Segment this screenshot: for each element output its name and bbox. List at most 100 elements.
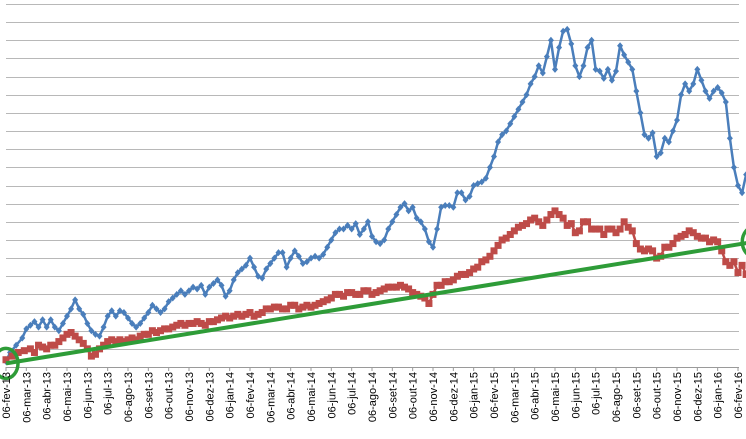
data-point: [608, 225, 616, 233]
x-tick-label: 06-jun-15: [570, 372, 582, 418]
data-point: [295, 252, 302, 260]
data-point: [348, 225, 355, 233]
series-group: [2, 25, 746, 366]
series-line: [4, 28, 746, 363]
data-point: [632, 240, 640, 248]
data-point: [104, 338, 112, 346]
data-point: [535, 218, 543, 226]
data-point: [177, 287, 184, 295]
data-point: [596, 67, 603, 75]
data-point: [360, 225, 367, 233]
data-point: [169, 323, 177, 331]
data-point: [263, 265, 270, 273]
x-tick-label: 06-out-13: [164, 372, 176, 419]
data-point: [100, 323, 107, 331]
x-tick-label: 06-mar-15: [509, 372, 521, 423]
data-point: [637, 109, 644, 117]
data-point: [230, 276, 237, 284]
data-point: [331, 290, 339, 298]
data-point: [636, 245, 644, 253]
data-point: [722, 258, 730, 266]
data-point: [514, 223, 522, 231]
data-point: [279, 249, 286, 257]
data-point: [19, 334, 26, 342]
data-point: [51, 323, 58, 331]
data-point: [588, 225, 596, 233]
data-point: [173, 290, 180, 298]
data-point: [661, 243, 669, 251]
data-point: [523, 91, 530, 99]
data-point: [13, 341, 20, 349]
x-tick-label: 06-fev-13: [1, 372, 13, 418]
data-point: [251, 263, 258, 271]
data-point: [710, 236, 718, 244]
data-point: [677, 232, 685, 240]
data-point: [726, 261, 734, 269]
data-point: [364, 287, 372, 295]
data-point: [645, 245, 653, 253]
data-point: [129, 319, 136, 327]
data-point: [470, 265, 478, 273]
data-point: [580, 62, 587, 70]
data-point: [173, 321, 181, 329]
data-point: [474, 263, 482, 271]
data-point: [189, 319, 197, 327]
data-point: [165, 325, 173, 333]
data-point: [575, 227, 583, 235]
data-point: [177, 319, 185, 327]
data-point: [738, 261, 746, 269]
x-tick-label: 06-jun-13: [82, 372, 94, 418]
data-point: [157, 327, 165, 335]
data-point: [625, 58, 632, 66]
data-point: [71, 332, 79, 340]
data-point: [409, 289, 417, 297]
data-point: [112, 338, 120, 346]
data-point: [535, 62, 542, 70]
data-point: [701, 234, 709, 242]
data-point: [79, 339, 87, 347]
data-point: [531, 73, 538, 81]
data-point: [568, 40, 575, 48]
data-point: [552, 65, 558, 73]
data-point: [344, 289, 352, 297]
data-point: [356, 290, 364, 298]
data-point: [572, 62, 579, 70]
data-point: [620, 218, 628, 226]
data-point: [478, 178, 485, 186]
data-point: [283, 305, 291, 313]
data-point: [137, 319, 144, 327]
data-point: [466, 269, 474, 277]
data-point: [519, 98, 526, 106]
data-point: [686, 87, 693, 95]
data-point: [730, 163, 737, 171]
data-point: [259, 274, 266, 282]
data-point: [600, 74, 607, 82]
x-axis: [5, 367, 739, 371]
data-point: [250, 312, 258, 320]
data-point: [210, 280, 217, 288]
data-point: [641, 131, 648, 139]
data-point: [360, 287, 368, 295]
data-point: [592, 225, 600, 233]
data-point: [588, 36, 595, 44]
data-point: [136, 332, 144, 340]
data-point: [543, 216, 551, 224]
x-tick-label: 06-nov-14: [428, 372, 440, 422]
x-tick-label: 06-set-15: [631, 372, 643, 418]
data-point: [275, 249, 282, 257]
data-point: [612, 229, 620, 237]
data-point: [702, 87, 709, 95]
x-tick-label: 06-nov-15: [672, 372, 684, 422]
data-point: [645, 134, 652, 142]
data-point: [104, 312, 111, 320]
data-point: [238, 312, 246, 320]
data-point: [376, 287, 384, 295]
data-point: [120, 309, 127, 317]
data-point: [434, 225, 441, 233]
data-point: [640, 247, 648, 255]
data-point: [20, 347, 28, 355]
data-point: [706, 238, 714, 246]
data-point: [604, 225, 612, 233]
data-point: [27, 321, 34, 329]
data-point: [433, 281, 441, 289]
